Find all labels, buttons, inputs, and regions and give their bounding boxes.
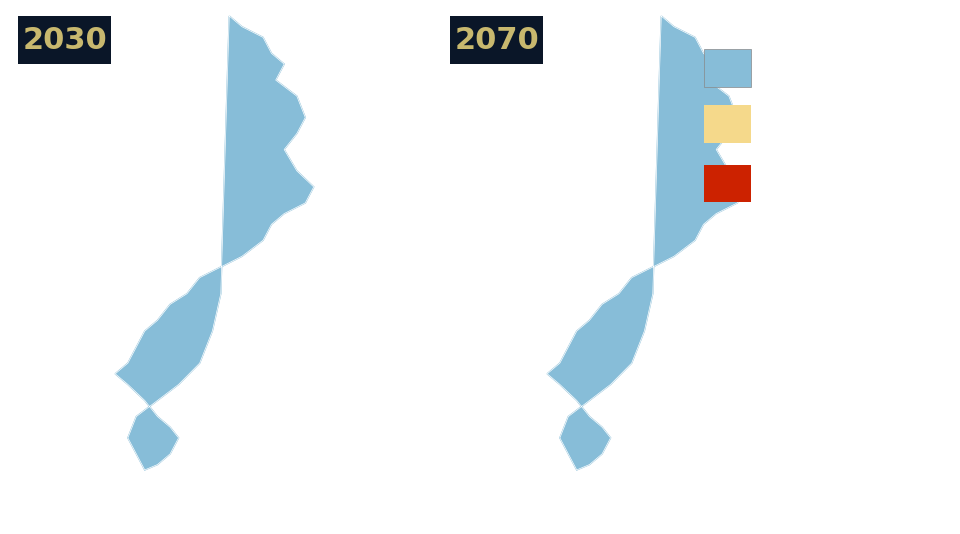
Text: Highly likely: Highly likely [769,175,878,193]
Bar [704,49,751,87]
Text: 2070: 2070 [454,26,539,54]
Text: 2030: 2030 [22,26,107,54]
Polygon shape [547,16,746,470]
FancyBboxPatch shape [450,16,543,64]
Bar [704,165,751,202]
Text: Highly unlikely: Highly unlikely [769,59,901,77]
FancyBboxPatch shape [18,16,111,64]
Polygon shape [115,16,314,470]
Text: Likely: Likely [769,115,821,133]
Bar [704,105,751,143]
